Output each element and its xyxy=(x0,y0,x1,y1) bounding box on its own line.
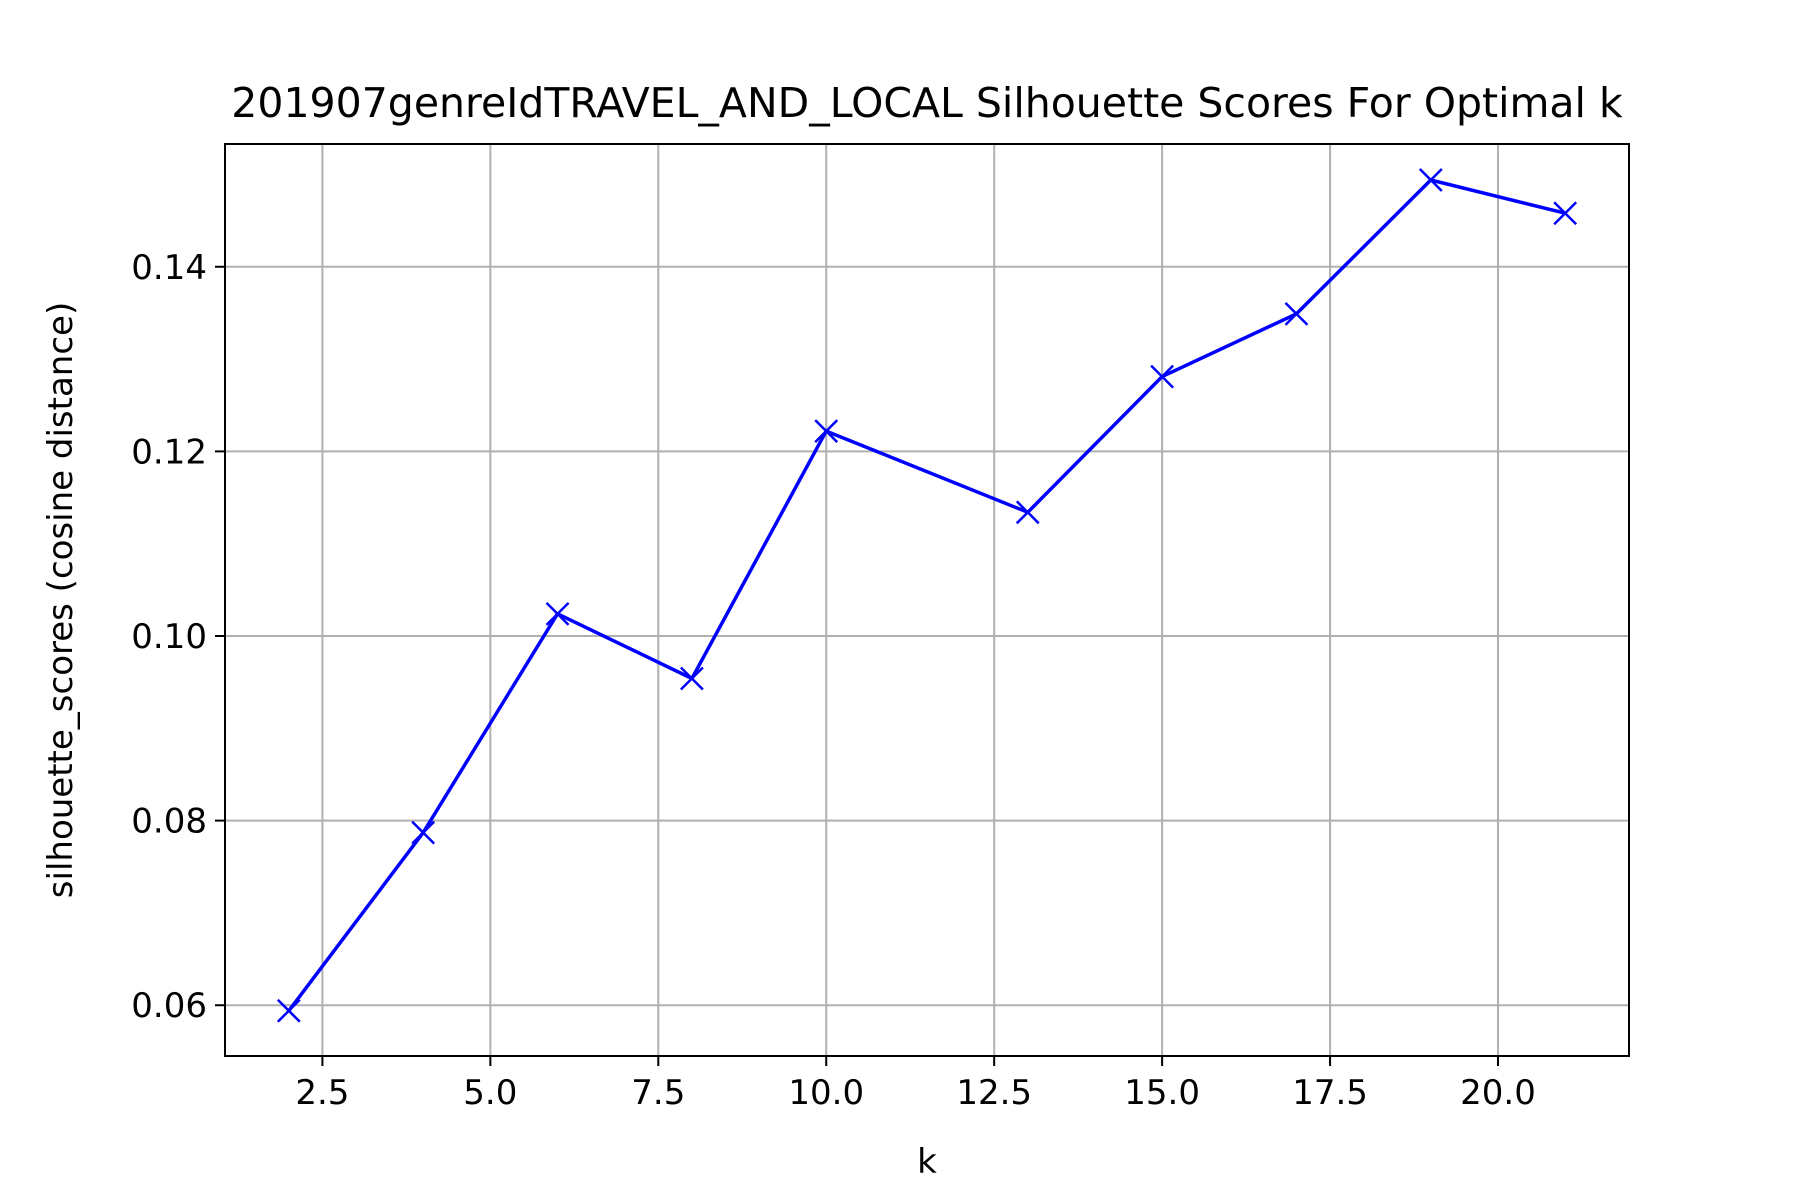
data-point-marker xyxy=(1418,168,1443,192)
y-tick-label: 0.14 xyxy=(131,248,207,288)
data-point-marker xyxy=(1015,500,1040,525)
data-point-marker xyxy=(276,998,301,1023)
x-tick-label: 5.0 xyxy=(463,1073,517,1113)
plot-area-frame xyxy=(224,143,1630,1057)
data-point-marker xyxy=(814,419,839,443)
data-point-marker xyxy=(411,820,436,845)
series-layer xyxy=(276,168,1578,1023)
data-point-marker xyxy=(1553,201,1578,226)
data-point-marker xyxy=(545,601,570,626)
data-point-marker xyxy=(1284,301,1309,326)
axes-layer xyxy=(224,143,1630,1057)
grid-layer xyxy=(225,144,1629,1056)
series-line xyxy=(287,178,1566,1012)
x-tick-label: 20.0 xyxy=(1460,1073,1536,1113)
x-tick-label: 2.5 xyxy=(295,1073,349,1113)
chart-title: 201907genreIdTRAVEL_AND_LOCAL Silhouette… xyxy=(231,79,1623,127)
x-axis-label: k xyxy=(917,1142,937,1182)
y-tick-label: 0.08 xyxy=(131,802,207,842)
data-point-marker xyxy=(679,666,704,691)
y-axis-label: silhouette_scores (cosine distance) xyxy=(41,302,81,898)
x-tick-label: 15.0 xyxy=(1124,1073,1200,1113)
x-tick-label: 17.5 xyxy=(1292,1073,1368,1113)
ticks-layer: 2.5 5.0 7.5 10.0 12.5 15.0 17.5 20.0 0.06 0.08 0.1… xyxy=(131,248,1536,1113)
x-tick-label: 7.5 xyxy=(631,1073,685,1113)
data-point-marker xyxy=(1150,364,1175,389)
x-tick-label: 12.5 xyxy=(956,1073,1032,1113)
y-tick-label: 0.12 xyxy=(131,432,207,472)
x-tick-label: 10.0 xyxy=(788,1073,864,1113)
y-tick-label: 0.06 xyxy=(131,986,207,1026)
y-tick-label: 0.10 xyxy=(131,617,207,657)
